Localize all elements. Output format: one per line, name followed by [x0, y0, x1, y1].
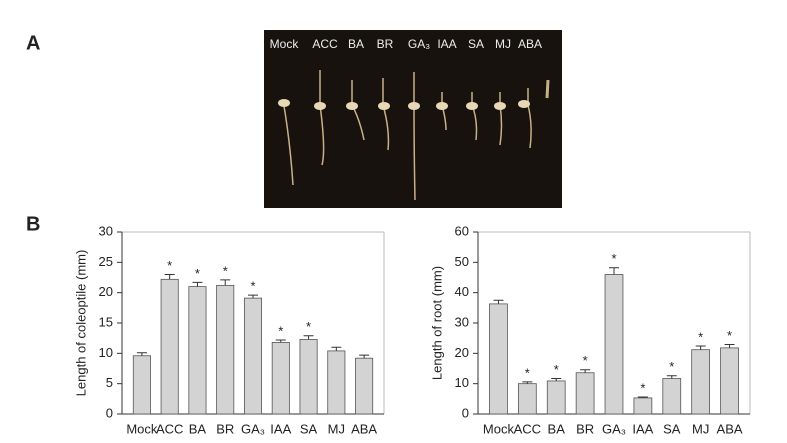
x-tick-label: Mock: [483, 421, 515, 436]
photo-label: ABA: [518, 37, 542, 51]
significance-mark: *: [669, 359, 674, 374]
photo-label: SA: [468, 37, 484, 51]
error-bar: [164, 273, 175, 280]
significance-mark: *: [525, 365, 530, 380]
panel-label: B: [26, 213, 40, 235]
error-bar: [248, 294, 258, 299]
error-bar: [192, 281, 203, 287]
y-tick-label: 20: [99, 284, 113, 299]
y-tick-label: 30: [455, 314, 469, 329]
error-bar: [695, 345, 706, 350]
significance-mark: *: [554, 362, 559, 377]
x-tick-label: IAA: [270, 421, 291, 436]
photo-label: BA: [348, 37, 364, 51]
x-tick-label: Mock: [126, 421, 158, 436]
x-tick-label: SA: [300, 421, 318, 436]
error-bar: [609, 267, 619, 275]
significance-mark: *: [250, 279, 255, 294]
bar: [299, 338, 318, 415]
x-tick-label: ACC: [156, 421, 183, 436]
error-bar: [637, 396, 648, 398]
error-bar: [136, 352, 147, 356]
bar: [662, 378, 682, 415]
bar: [691, 349, 711, 415]
bar: [243, 297, 263, 415]
significance-mark: *: [223, 263, 228, 278]
error-bar: [275, 339, 286, 343]
bar: [216, 284, 235, 415]
x-tick-label: GA₃: [241, 421, 265, 436]
x-tick-label: GA₃: [602, 421, 626, 436]
error-bar: [551, 378, 562, 381]
error-bar: [580, 369, 591, 373]
error-bar: [724, 344, 735, 348]
bar: [355, 357, 374, 415]
error-bar: [303, 335, 314, 340]
x-tick-label: MJ: [328, 421, 345, 436]
y-tick-label: 0: [462, 405, 469, 420]
y-tick-label: 50: [455, 254, 469, 269]
photo-background: [264, 30, 562, 208]
bar: [546, 380, 566, 415]
bar: [720, 347, 739, 415]
error-bar: [522, 381, 533, 384]
y-axis-title: Length of coleoptile (mm): [73, 250, 88, 397]
x-tick-label: ABA: [351, 421, 377, 436]
x-tick-label: ACC: [514, 421, 541, 436]
x-tick-label: ABA: [717, 421, 743, 436]
error-bar: [493, 299, 504, 304]
significance-mark: *: [306, 319, 311, 334]
seeds: [278, 99, 530, 110]
x-tick-label: BR: [576, 421, 594, 436]
error-bar: [331, 346, 342, 351]
y-axis-title: Length of root (mm): [429, 266, 444, 380]
panel-label: A: [26, 32, 40, 54]
error-bar: [220, 279, 231, 286]
y-tick-label: 0: [106, 405, 113, 420]
significance-mark: *: [195, 266, 200, 281]
significance-mark: *: [698, 329, 703, 344]
bar: [575, 372, 595, 415]
photo-label: BR: [377, 37, 394, 51]
photo-label: Mock: [270, 37, 300, 51]
significance-mark: *: [611, 251, 616, 266]
bar: [327, 350, 346, 415]
significance-mark: *: [278, 323, 283, 338]
y-tick-label: 40: [455, 284, 469, 299]
y-tick-label: 10: [455, 375, 469, 390]
bar: [489, 303, 508, 415]
bar: [188, 286, 207, 415]
y-tick-label: 10: [99, 345, 113, 360]
bar: [604, 274, 624, 415]
significance-mark: *: [727, 328, 732, 343]
x-tick-label: MJ: [692, 421, 709, 436]
error-bar: [359, 354, 370, 359]
y-tick-label: 60: [455, 223, 469, 238]
x-tick-label: BA: [548, 421, 566, 436]
y-tick-label: 15: [99, 314, 113, 329]
error-bar: [666, 375, 677, 379]
bar: [271, 342, 290, 415]
x-tick-label: SA: [663, 421, 681, 436]
photo-label: GA₃: [408, 37, 430, 51]
significance-mark: *: [167, 258, 172, 273]
x-tick-label: IAA: [632, 421, 653, 436]
x-tick-label: BR: [216, 421, 234, 436]
bar: [517, 383, 537, 415]
y-tick-label: 5: [106, 375, 113, 390]
y-tick-label: 30: [99, 223, 113, 238]
bar: [633, 397, 653, 415]
photo-label: MJ: [495, 37, 511, 51]
y-tick-label: 25: [99, 254, 113, 269]
photo-label: ACC: [312, 37, 338, 51]
photo-label: IAA: [437, 37, 456, 51]
x-tick-label: BA: [189, 421, 207, 436]
significance-mark: *: [583, 353, 588, 368]
photo: [264, 30, 562, 208]
bar: [160, 278, 179, 415]
y-tick-label: 20: [455, 345, 469, 360]
significance-mark: *: [640, 380, 645, 395]
bar: [132, 355, 151, 415]
